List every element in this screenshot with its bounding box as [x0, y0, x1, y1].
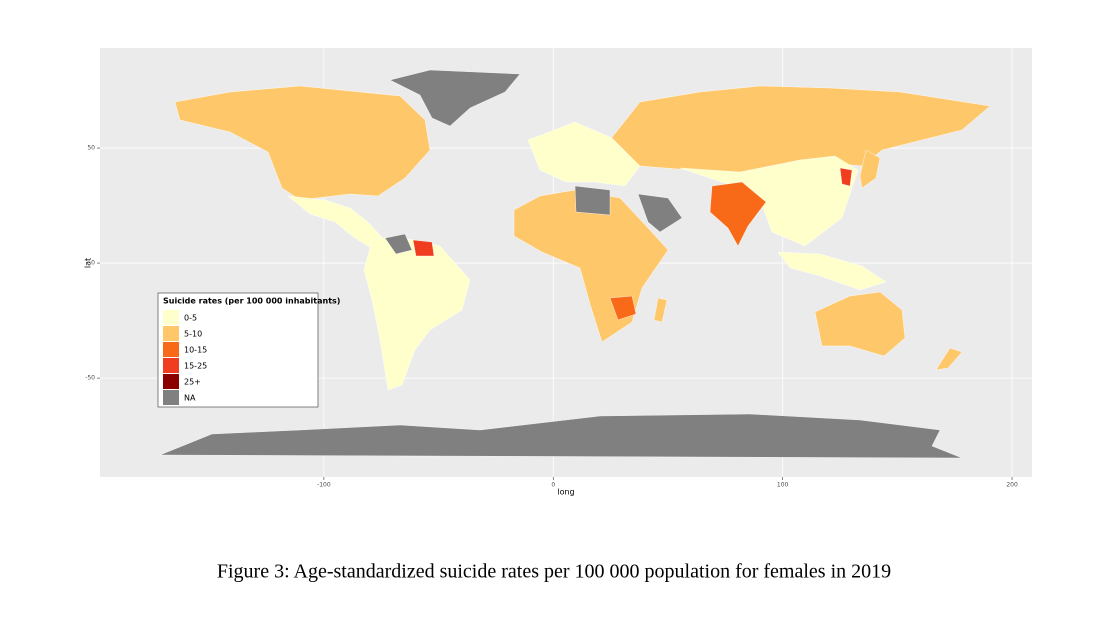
antarctica	[159, 413, 963, 459]
legend-label: NA	[184, 394, 196, 403]
korea	[839, 167, 853, 187]
legend-swatch	[163, 342, 179, 357]
new-zealand	[935, 347, 963, 371]
x-tick-label: -100	[317, 482, 331, 489]
libya	[574, 185, 611, 216]
europe	[527, 121, 641, 187]
legend: Suicide rates (per 100 000 inhabitants) …	[157, 292, 340, 408]
india	[709, 181, 767, 247]
x-tick-label: 0	[551, 482, 555, 489]
land	[159, 69, 991, 459]
australia	[814, 291, 906, 357]
legend-swatch	[163, 374, 179, 389]
japan	[859, 149, 881, 189]
legend-swatch	[163, 358, 179, 373]
axes: -100 0 100 200 -50 0 50	[85, 145, 1018, 489]
zimbabwe	[609, 295, 637, 321]
x-axis-label: long	[557, 488, 574, 497]
x-tick-label: 100	[777, 482, 789, 489]
x-tick-label: 200	[1006, 482, 1018, 489]
y-axis-label: lat	[84, 258, 93, 268]
guiana	[412, 239, 435, 257]
legend-swatch	[163, 390, 179, 405]
caption: Figure 3: Age-standardized suicide rates…	[217, 561, 891, 583]
legend-swatch	[163, 326, 179, 341]
venezuela	[384, 233, 413, 255]
north-america	[174, 85, 431, 201]
y-tick-label: 0	[91, 260, 95, 267]
southeast-asia	[777, 251, 887, 291]
legend-title: Suicide rates (per 100 000 inhabitants)	[163, 297, 340, 306]
legend-label: 25+	[184, 378, 201, 387]
south-america	[363, 235, 471, 391]
madagascar	[653, 297, 668, 323]
legend-label: 0-5	[184, 314, 197, 323]
y-tick-label: 50	[87, 145, 95, 152]
y-tick-label: -50	[85, 375, 95, 382]
arabia	[637, 193, 683, 233]
legend-label: 10-15	[184, 346, 207, 355]
legend-box	[157, 292, 319, 408]
legend-swatch	[163, 310, 179, 325]
legend-label: 5-10	[184, 330, 202, 339]
legend-label: 15-25	[184, 362, 207, 371]
greenland	[389, 69, 521, 127]
